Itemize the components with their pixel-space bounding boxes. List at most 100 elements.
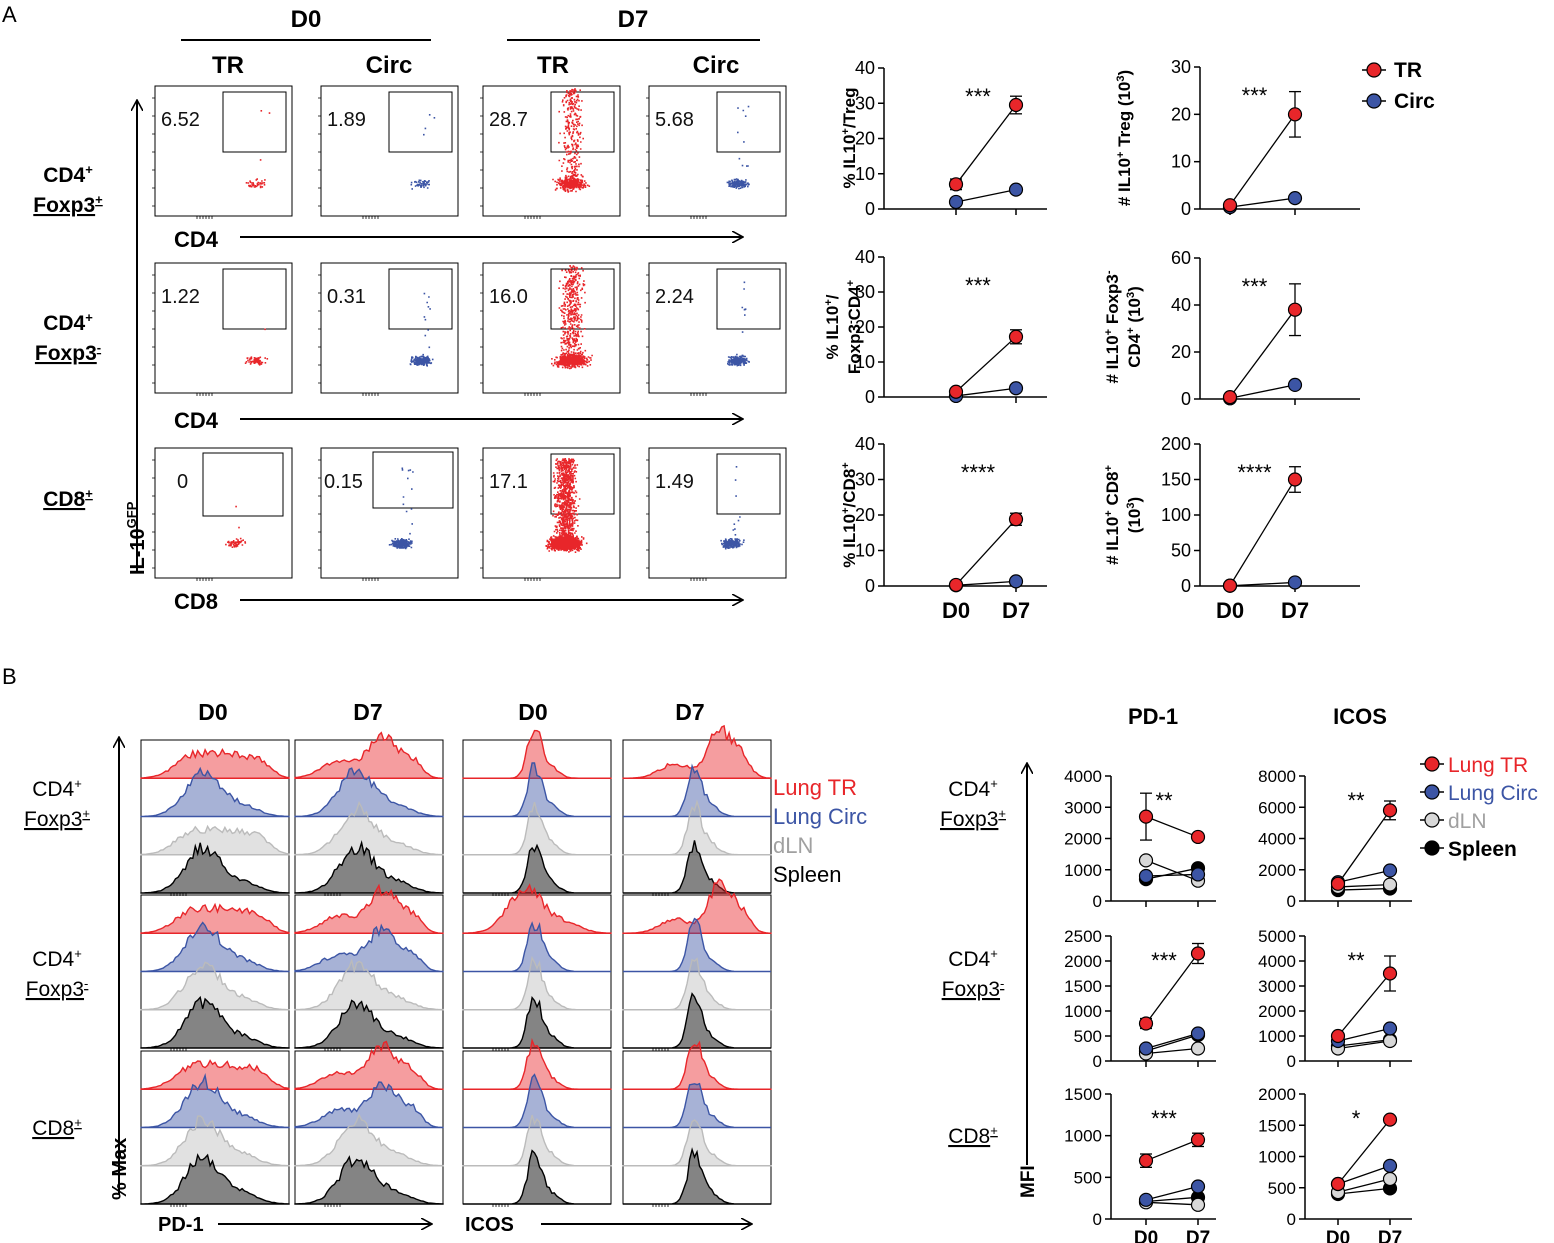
svg-text:Foxp3+: Foxp3+ xyxy=(940,806,1006,831)
series-tr xyxy=(1222,466,1303,593)
row-label-a-foxp3pos: CD4+ Foxp3+ xyxy=(33,162,103,217)
data-point xyxy=(1190,829,1206,845)
series-lung-tr xyxy=(1138,1132,1206,1168)
histogram-trace-dln xyxy=(622,957,772,1011)
data-point xyxy=(1138,1041,1154,1056)
histogram-trace-lung-tr xyxy=(294,1040,444,1090)
significance-stars: *** xyxy=(1242,83,1268,108)
data-point xyxy=(1287,377,1303,392)
flow-events xyxy=(244,328,269,366)
xaxis-label-pd1: PD-1 xyxy=(158,1214,204,1236)
flow-gate xyxy=(388,268,453,330)
mfi-axis-label: MFI xyxy=(1018,1165,1039,1198)
series-lung-circ xyxy=(1138,1026,1206,1056)
flow-plot-1-4: 5.68 xyxy=(646,85,787,219)
data-point xyxy=(1222,198,1238,213)
histogram-1-3 xyxy=(462,729,612,896)
significance-stars: ** xyxy=(1155,788,1173,813)
flow-gate xyxy=(716,91,781,153)
flow-plot-ticks xyxy=(152,97,213,219)
series-line xyxy=(1145,1034,1199,1052)
histogram-ticks xyxy=(492,1048,509,1051)
svg-text:CD4+: CD4+ xyxy=(948,776,998,801)
data-point xyxy=(1287,191,1303,206)
col-header-tr-d0: TR xyxy=(212,52,244,79)
series-line xyxy=(1337,1178,1391,1193)
significance-stars: ** xyxy=(1347,948,1365,973)
histogram-trace-lung-tr xyxy=(140,1059,290,1090)
flow-plot-1-3: 28.7 xyxy=(480,85,621,219)
hist-header-icos-d0: D0 xyxy=(518,699,547,725)
svg-text:Foxp3-: Foxp3- xyxy=(35,340,101,365)
y-tick-label: 20 xyxy=(855,505,875,525)
data-point xyxy=(1190,867,1206,882)
flow-plot-frame xyxy=(648,85,787,217)
histogram-1-2 xyxy=(294,731,444,896)
series-line xyxy=(1229,309,1296,398)
y-tick-label: 1500 xyxy=(1064,977,1102,996)
histogram-trace-dln xyxy=(140,1115,290,1167)
legend-tr-marker xyxy=(1366,62,1382,78)
data-point xyxy=(1222,390,1238,405)
y-tick-label: 0 xyxy=(865,199,875,219)
series-lung-tr xyxy=(1330,800,1398,891)
y-tick-label: 1000 xyxy=(1258,1027,1296,1046)
series-line xyxy=(1145,1139,1199,1162)
gate-percentage: 1.49 xyxy=(655,471,694,493)
gate-percentage: 16.0 xyxy=(489,286,528,308)
y-tick-label: 20 xyxy=(855,129,875,149)
significance-stars: **** xyxy=(961,460,996,485)
flow-gate xyxy=(388,91,453,153)
flow-gate xyxy=(716,453,781,515)
y-tick-label: 40 xyxy=(855,434,875,454)
ylabel-num-foxp3neg-l1: # IL10+ Foxp3- xyxy=(1103,270,1122,383)
y-tick-label: 200 xyxy=(1161,434,1191,454)
y-tick-label: 10 xyxy=(855,541,875,561)
series-lung-tr xyxy=(1138,792,1206,845)
histogram-ticks xyxy=(170,1048,187,1051)
data-point xyxy=(948,384,964,399)
mfi-legend-lung-tr: Lung TR xyxy=(1448,754,1528,777)
series-line xyxy=(1337,1027,1391,1042)
series-line xyxy=(1145,859,1199,882)
histogram-trace-dln xyxy=(294,1113,444,1167)
y-tick-label: 0 xyxy=(1181,389,1191,409)
histogram-ticks xyxy=(170,1204,187,1207)
data-point xyxy=(1190,1197,1206,1212)
histogram-3-3 xyxy=(462,1037,612,1207)
mfi-legend-dln: dLN xyxy=(1448,810,1487,833)
x-tick-label: D0 xyxy=(1216,598,1244,623)
data-point xyxy=(1330,1028,1346,1044)
flow-plot-2-2: 0.31 xyxy=(318,262,459,396)
histogram-trace-spleen xyxy=(140,995,290,1049)
data-point xyxy=(1382,863,1398,878)
series-tr xyxy=(1222,90,1303,213)
ylabel-pct-treg: % IL10+/Treg xyxy=(840,88,859,189)
chart-b_pd1_foxp3pos: 0 1000 2000 3000 4000 ** xyxy=(1064,767,1216,911)
data-point xyxy=(1138,1016,1154,1031)
legend-circ-marker xyxy=(1366,93,1382,109)
flow-events xyxy=(409,292,434,367)
flow-plot-ticks xyxy=(646,274,707,396)
flow-plot-frame xyxy=(482,85,621,217)
chart-a_pct_treg: 0 10 20 30 40 *** xyxy=(855,58,1047,219)
y-tick-label: 30 xyxy=(855,282,875,302)
histogram-trace-spleen xyxy=(623,992,771,1049)
chart-b_pd1_foxp3neg: 0 500 1000 1500 2000 2500 *** xyxy=(1064,927,1216,1071)
mfi-legend-spleen: Spleen xyxy=(1448,838,1517,861)
gate-percentage: 0.31 xyxy=(327,286,366,308)
y-tick-label: 30 xyxy=(855,470,875,490)
histogram-trace-spleen xyxy=(294,839,444,894)
histogram-2-2 xyxy=(294,883,444,1051)
histogram-trace-lung-tr xyxy=(140,902,290,934)
y-tick-label: 500 xyxy=(1074,1168,1102,1187)
mfi-row-label-foxp3pos: CD4+ Foxp3+ xyxy=(940,776,1006,831)
y-tick-label: 8000 xyxy=(1258,767,1296,786)
y-tick-label: 4000 xyxy=(1258,952,1296,971)
svg-text:CD8+: CD8+ xyxy=(948,1123,998,1148)
ylabel-pct-foxp3neg-l1: % IL10+/ xyxy=(823,294,842,359)
significance-stars: **** xyxy=(1237,460,1272,485)
y-tick-label: 20 xyxy=(1171,104,1191,124)
row-label-a-foxp3neg: CD4+ Foxp3- xyxy=(35,310,101,365)
flow-plot-ticks xyxy=(318,459,379,581)
